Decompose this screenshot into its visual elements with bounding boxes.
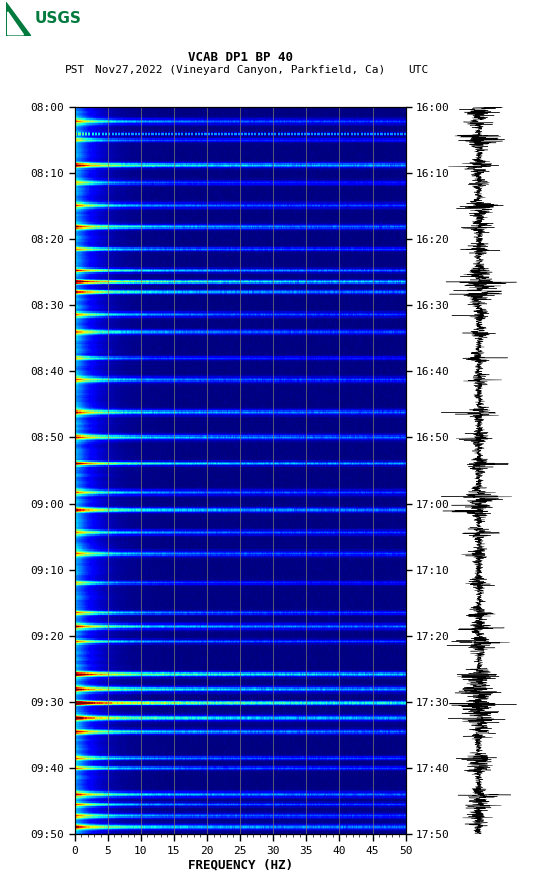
Polygon shape: [6, 2, 31, 36]
X-axis label: FREQUENCY (HZ): FREQUENCY (HZ): [188, 859, 293, 871]
Polygon shape: [8, 12, 23, 35]
Text: VCAB DP1 BP 40: VCAB DP1 BP 40: [188, 51, 293, 63]
Text: USGS: USGS: [34, 12, 81, 26]
Text: Nov27,2022 (Vineyard Canyon, Parkfield, Ca): Nov27,2022 (Vineyard Canyon, Parkfield, …: [95, 65, 385, 76]
Text: UTC: UTC: [408, 65, 429, 76]
Text: PST: PST: [65, 65, 86, 76]
